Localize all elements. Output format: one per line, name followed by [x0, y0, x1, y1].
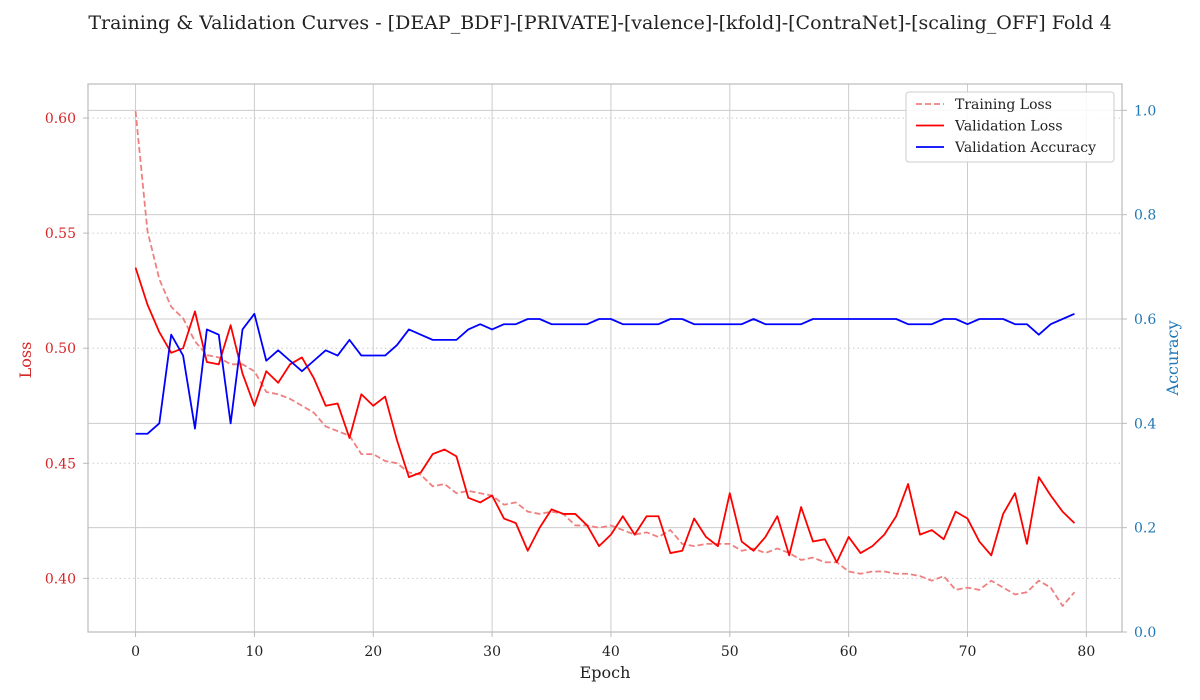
y-right-tick-label: 0.6: [1134, 312, 1156, 328]
x-axis-label: Epoch: [580, 663, 631, 682]
y-right-tick-label: 0.8: [1134, 208, 1156, 224]
y-right-tick-label: 0.0: [1134, 625, 1156, 641]
x-tick-label: 40: [602, 644, 620, 660]
x-tick-label: 10: [245, 644, 263, 660]
y-left-axis-label: Loss: [16, 342, 35, 379]
y-left-tick-label: 0.60: [45, 111, 76, 127]
plot-frame: [87, 83, 1123, 633]
series-layer: [134, 111, 1076, 607]
y-right-axis-label: Accuracy: [1163, 321, 1182, 397]
x-tick-label: 20: [364, 644, 382, 660]
legend-label-validation-loss: Validation Loss: [954, 119, 1063, 135]
legend-label-training-loss: Training Loss: [955, 97, 1052, 113]
axes-layer: 0 10 20 30 40 50 60 70 80 0.40 0.45 0.50 0.55 0.60 0.0…: [45, 83, 1156, 660]
y-left-tick-label: 0.55: [45, 226, 76, 242]
x-tick-label: 50: [721, 644, 739, 660]
series-line-validation-accuracy: [135, 312, 1075, 435]
series-line-validation-loss: [134, 267, 1076, 564]
y-left-tick-label: 0.40: [45, 571, 76, 587]
legend: Training Loss Validation Loss Validation A…: [905, 91, 1115, 163]
x-tick-label: 70: [959, 644, 977, 660]
chart-title: Training & Validation Curves - [DEAP_BDF…: [88, 12, 1111, 34]
x-tick-label: 30: [483, 644, 501, 660]
legend-box: [905, 91, 1115, 163]
y-left-tick-label: 0.45: [45, 456, 76, 472]
legend-label-validation-accuracy: Validation Accuracy: [954, 140, 1096, 156]
y-left-tick-label: 0.50: [45, 341, 76, 357]
series-line-training-loss: [134, 111, 1076, 607]
y-right-tick-label: 0.4: [1134, 416, 1156, 432]
x-tick-label: 60: [840, 644, 858, 660]
y-right-tick-label: 0.2: [1134, 521, 1156, 537]
y-right-tick-label: 1.0: [1134, 103, 1156, 119]
x-tick-label: 80: [1077, 644, 1095, 660]
x-tick-label: 0: [131, 644, 140, 660]
grid-layer: [88, 84, 1122, 633]
